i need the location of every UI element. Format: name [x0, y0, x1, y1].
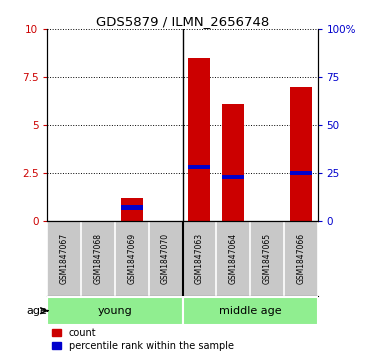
- Bar: [121, 198, 143, 221]
- Bar: [188, 165, 210, 169]
- Bar: [182, 297, 318, 325]
- Text: GSM1847063: GSM1847063: [195, 233, 204, 284]
- Text: GSM1847066: GSM1847066: [296, 233, 305, 284]
- Text: GSM1847065: GSM1847065: [262, 233, 272, 284]
- Bar: [121, 205, 143, 209]
- Text: middle age: middle age: [219, 306, 281, 316]
- Title: GDS5879 / ILMN_2656748: GDS5879 / ILMN_2656748: [96, 15, 269, 28]
- Bar: [290, 171, 312, 175]
- Bar: [47, 297, 182, 325]
- Text: young: young: [97, 306, 132, 316]
- Text: GSM1847069: GSM1847069: [127, 233, 137, 284]
- Text: age: age: [27, 306, 47, 316]
- Legend: count, percentile rank within the sample: count, percentile rank within the sample: [52, 328, 234, 351]
- Bar: [222, 104, 244, 221]
- Text: GSM1847070: GSM1847070: [161, 233, 170, 284]
- Bar: [188, 58, 210, 221]
- Text: GSM1847068: GSM1847068: [93, 233, 103, 284]
- Bar: [222, 175, 244, 179]
- Text: GSM1847064: GSM1847064: [228, 233, 238, 284]
- Text: GSM1847067: GSM1847067: [60, 233, 69, 284]
- Bar: [290, 87, 312, 221]
